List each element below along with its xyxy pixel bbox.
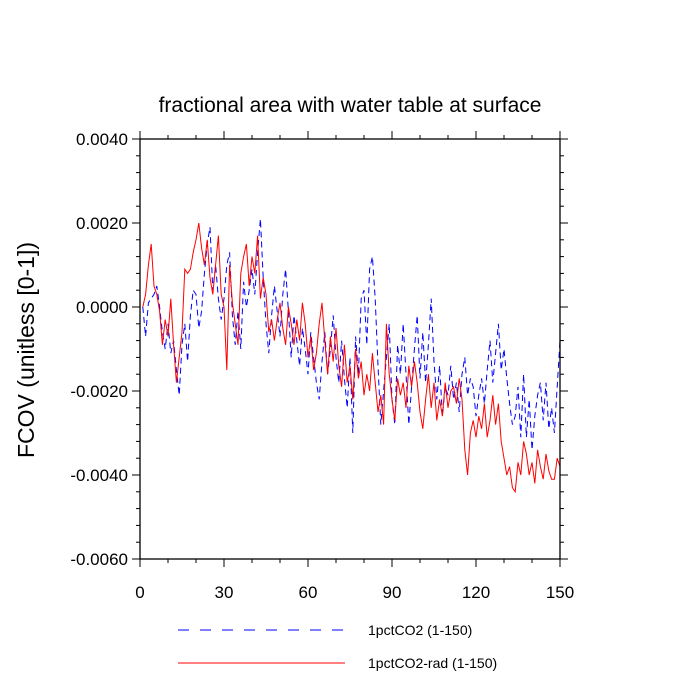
legend-label-2: 1pctCO2-rad (1-150)	[368, 655, 497, 671]
x-tick-label: 0	[135, 583, 144, 602]
y-axis-label: FCOV (unitless [0-1])	[13, 242, 39, 458]
series-line-1	[142, 218, 560, 450]
legend-label-1: 1pctCO2 (1-150)	[368, 622, 472, 638]
x-tick-label: 60	[299, 583, 318, 602]
chart-title: fractional area with water table at surf…	[159, 94, 542, 117]
axis-ticks	[132, 131, 568, 567]
y-tick-label: -0.0040	[70, 466, 128, 485]
x-tick-label: 30	[215, 583, 234, 602]
x-tick-label: 150	[546, 583, 574, 602]
x-tick-label: 120	[462, 583, 490, 602]
y-tick-label: -0.0020	[70, 382, 128, 401]
plot-lines	[142, 218, 560, 494]
y-tick-label: 0.0000	[76, 298, 128, 317]
y-tick-label: 0.0020	[76, 214, 128, 233]
y-tick-label: 0.0040	[76, 130, 128, 149]
y-tick-label: -0.0060	[70, 550, 128, 569]
series-line-2	[142, 222, 560, 494]
plot-frame	[139, 138, 561, 560]
axis-tick-labels: 0 30 60 90 120 150 -0.0060 -0.0040 -0.0020 0.0000…	[70, 130, 574, 602]
legend: 1pctCO2 (1-150) 1pctCO2-rad (1-150)	[178, 622, 497, 671]
x-tick-label: 90	[383, 583, 402, 602]
